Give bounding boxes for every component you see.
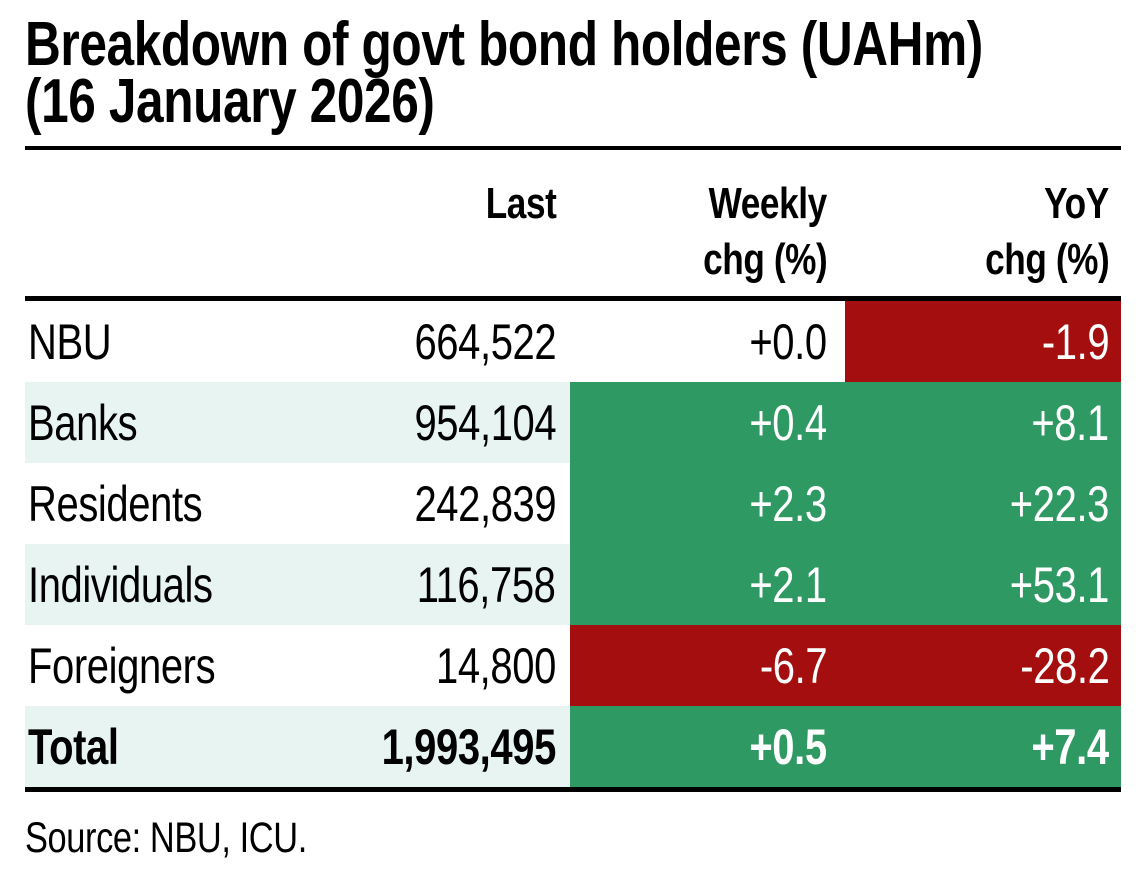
table-body: NBU 664,522 +0.0 -1.9 Banks 954,104 +0.4 +8.1 Re…: [25, 301, 1121, 787]
yoy-chg-value-text: +22.3: [1009, 475, 1110, 532]
weekly-chg-value: +2.3: [570, 463, 845, 544]
last-value: 14,800: [305, 625, 570, 706]
table-row: Individuals 116,758 +2.1 +53.1: [25, 544, 1121, 625]
row-label-text: Individuals: [28, 556, 213, 613]
header-last-label: Last: [485, 179, 556, 228]
yoy-chg-value-text: +7.4: [1031, 718, 1110, 775]
row-label-text: NBU: [28, 313, 112, 370]
last-value: 116,758: [305, 544, 570, 625]
header-yoy-line1: YoY: [1044, 179, 1109, 228]
table-row: NBU 664,522 +0.0 -1.9: [25, 301, 1121, 382]
weekly-chg-value-text: -6.7: [759, 637, 828, 694]
table-row: Total 1,993,495 +0.5 +7.4: [25, 706, 1121, 787]
last-value: 954,104: [305, 382, 570, 463]
row-label-text: Foreigners: [28, 637, 216, 694]
yoy-chg-value-text: -1.9: [1041, 313, 1110, 370]
weekly-chg-value-text: +0.4: [749, 394, 828, 451]
last-value-text: 664,522: [414, 313, 556, 370]
page-title-line2: (16 January 2026): [25, 67, 435, 136]
yoy-chg-value: +53.1: [845, 544, 1121, 625]
last-value: 664,522: [305, 301, 570, 382]
source-note-text: Source: NBU, ICU.: [25, 814, 307, 862]
header-weekly-chg: Weekly chg (%): [570, 176, 845, 288]
last-value-text: 1,993,495: [381, 718, 557, 775]
yoy-chg-value-text: +8.1: [1031, 394, 1110, 451]
last-value: 1,993,495: [305, 706, 570, 787]
last-value-text: 116,758: [417, 556, 556, 613]
yoy-chg-value-text: -28.2: [1019, 637, 1110, 694]
table-bottom-divider: [25, 787, 1121, 792]
weekly-chg-value: +2.1: [570, 544, 845, 625]
header-weekly-line1: Weekly: [708, 179, 828, 228]
yoy-chg-value: +22.3: [845, 463, 1121, 544]
last-value-text: 14,800: [436, 637, 556, 694]
yoy-chg-value-text: +53.1: [1009, 556, 1110, 613]
source-note: Source: NBU, ICU.: [25, 814, 1121, 862]
table-row: Residents 242,839 +2.3 +22.3: [25, 463, 1121, 544]
page-title-line1: Breakdown of govt bond holders (UAHm): [25, 10, 983, 79]
weekly-chg-value: +0.5: [570, 706, 845, 787]
table-header-row: Last Weekly chg (%) YoY chg (%): [25, 150, 1121, 296]
row-label: Individuals: [25, 544, 305, 625]
row-label: NBU: [25, 301, 305, 382]
header-yoy-line2: chg (%): [984, 235, 1110, 284]
header-divider: [25, 296, 1121, 301]
row-label: Total: [25, 706, 305, 787]
row-label-text: Total: [28, 718, 119, 775]
title-divider: [25, 146, 1121, 150]
last-value-text: 242,839: [414, 475, 556, 532]
row-label: Foreigners: [25, 625, 305, 706]
header-label-column: [25, 176, 305, 288]
yoy-chg-value: +8.1: [845, 382, 1121, 463]
table-row: Foreigners 14,800 -6.7 -28.2: [25, 625, 1121, 706]
weekly-chg-value-text: +0.0: [749, 313, 828, 370]
header-last: Last: [305, 176, 570, 288]
row-label: Banks: [25, 382, 305, 463]
last-value-text: 954,104: [414, 394, 556, 451]
weekly-chg-value: -6.7: [570, 625, 845, 706]
yoy-chg-value: +7.4: [845, 706, 1121, 787]
last-value: 242,839: [305, 463, 570, 544]
weekly-chg-value-text: +0.5: [749, 718, 828, 775]
row-label-text: Banks: [28, 394, 138, 451]
page-title: Breakdown of govt bond holders (UAHm) (1…: [25, 10, 1121, 136]
yoy-chg-value: -1.9: [845, 301, 1121, 382]
weekly-chg-value-text: +2.3: [749, 475, 828, 532]
header-weekly-line2: chg (%): [702, 235, 828, 284]
weekly-chg-value-text: +2.1: [749, 556, 828, 613]
row-label-text: Residents: [28, 475, 203, 532]
weekly-chg-value: +0.0: [570, 301, 845, 382]
header-yoy-chg: YoY chg (%): [845, 176, 1121, 288]
row-label: Residents: [25, 463, 305, 544]
weekly-chg-value: +0.4: [570, 382, 845, 463]
yoy-chg-value: -28.2: [845, 625, 1121, 706]
table-row: Banks 954,104 +0.4 +8.1: [25, 382, 1121, 463]
